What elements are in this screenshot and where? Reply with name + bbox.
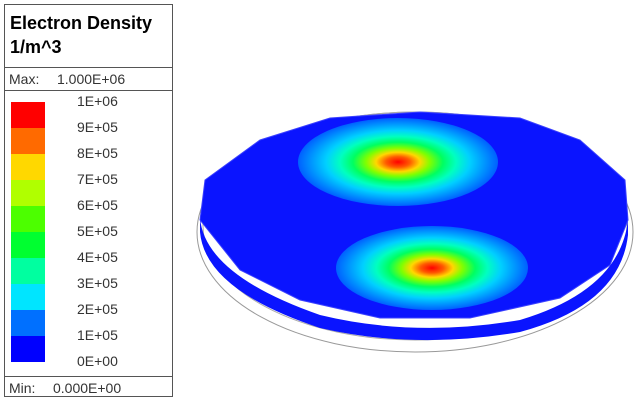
color-band (11, 336, 45, 362)
max-label: Max: (9, 71, 40, 87)
tick-label: 5E+05 (77, 223, 118, 239)
tick-label: 7E+05 (77, 171, 118, 187)
color-band (11, 258, 45, 284)
hotspot-upper (298, 118, 498, 206)
color-band (11, 154, 45, 180)
tick-label: 3E+05 (77, 275, 118, 291)
tick-label: 9E+05 (77, 119, 118, 135)
tick-label: 6E+05 (77, 197, 118, 213)
min-label: Min: (9, 380, 36, 396)
max-value: 1.000E+06 (57, 71, 126, 87)
hotspot-lower (336, 226, 528, 310)
color-band (11, 232, 45, 258)
tick-label: 1E+06 (77, 93, 118, 109)
min-row: Min: 0.000E+00 (5, 376, 172, 399)
legend-unit: 1/m^3 (10, 37, 62, 57)
color-legend: Electron Density 1/m^3 Max: 1.000E+06 1E… (4, 4, 173, 397)
color-band (11, 128, 45, 154)
color-band (11, 180, 45, 206)
tick-label: 8E+05 (77, 145, 118, 161)
min-value: 0.000E+00 (53, 380, 122, 396)
color-band (11, 284, 45, 310)
color-band (11, 102, 45, 128)
color-band (11, 206, 45, 232)
legend-quantity: Electron Density (10, 13, 153, 33)
tick-label: 4E+05 (77, 249, 118, 265)
tick-label: 0E+00 (77, 353, 118, 369)
legend-title: Electron Density 1/m^3 (10, 11, 152, 59)
max-row: Max: 1.000E+06 (5, 67, 172, 91)
tick-label: 1E+05 (77, 327, 118, 343)
color-band (11, 310, 45, 336)
tick-label: 2E+05 (77, 301, 118, 317)
